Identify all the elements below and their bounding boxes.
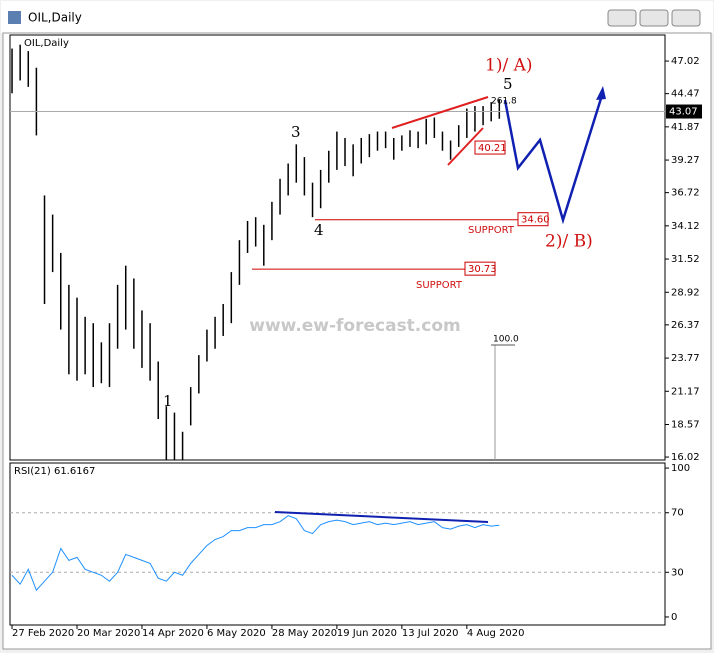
price-panel: [9, 34, 666, 461]
y-tick-label: 16.02: [671, 452, 700, 463]
x-tick-label: 28 May 2020: [272, 628, 337, 639]
y-tick-label: 39.27: [671, 155, 700, 166]
wave-label: 1)/ A): [485, 56, 533, 76]
level-box: [517, 212, 549, 227]
y-tick-label: 28.92: [671, 287, 700, 298]
wave-label: 3: [291, 123, 301, 141]
x-tick-label: 4 Aug 2020: [467, 628, 525, 639]
fib-label: 261.8: [491, 97, 517, 107]
minimize-button[interactable]: [607, 9, 637, 27]
window-title: OIL,Daily: [28, 11, 82, 25]
wave-label: 1: [163, 392, 173, 410]
y-tick-label: 36.72: [671, 188, 700, 199]
y-tick-label: 41.87: [671, 122, 700, 133]
y-tick-label: 30: [671, 567, 684, 578]
y-tick-label: 31.52: [671, 254, 700, 265]
y-tick-label: 47.02: [671, 56, 700, 67]
y-tick-label: 21.17: [671, 386, 700, 397]
y-tick-label: 18.57: [671, 419, 700, 430]
wave-label: 5: [503, 75, 513, 93]
wedge-line: [391, 96, 489, 129]
support-label: SUPPORT: [468, 225, 515, 236]
projection-arrow: [596, 86, 606, 100]
wave-label: 4: [314, 221, 324, 239]
fib-label: 100.0: [493, 335, 519, 345]
y-tick-label: 44.47: [671, 89, 700, 100]
rsi-panel: [9, 462, 666, 626]
y-tick-label: 100: [671, 463, 690, 474]
y-tick-label: 26.37: [671, 320, 700, 331]
level-box: [474, 140, 506, 155]
current-price-label: 43.07: [669, 107, 698, 118]
x-tick-label: 6 May 2020: [207, 628, 266, 639]
level-label: 34.60: [521, 215, 550, 226]
close-button[interactable]: [671, 9, 701, 27]
current-price-box: [666, 104, 702, 119]
wedge-line: [447, 127, 484, 166]
y-tick-label: 34.12: [671, 221, 700, 232]
projection-path: [503, 91, 605, 225]
maximize-button[interactable]: [639, 9, 669, 27]
level-label: 40.21: [478, 143, 507, 154]
x-tick-label: 14 Apr 2020: [142, 628, 204, 639]
y-tick-label: 23.77: [671, 353, 700, 364]
x-tick-label: 19 Jun 2020: [337, 628, 397, 639]
y-tick-label: 70: [671, 508, 684, 519]
x-tick-label: 20 Mar 2020: [77, 628, 140, 639]
divergence-line: [274, 511, 489, 523]
title-bar: [1, 1, 713, 33]
y-tick-label: 0: [671, 612, 677, 623]
rsi-line: [11, 515, 500, 592]
wave-label: 2)/ B): [545, 232, 593, 252]
watermark: www.ew-forecast.com: [249, 316, 461, 336]
window-icon: [8, 11, 21, 24]
x-tick-label: 13 Jul 2020: [402, 628, 459, 639]
support-label: SUPPORT: [416, 280, 463, 291]
level-box: [464, 261, 496, 276]
x-tick-label: 27 Feb 2020: [12, 628, 74, 639]
level-label: 30.73: [468, 264, 497, 275]
chart-area: [2, 32, 712, 650]
chart-title: OIL,Daily: [24, 38, 69, 49]
rsi-title: RSI(21) 61.6167: [14, 466, 95, 477]
